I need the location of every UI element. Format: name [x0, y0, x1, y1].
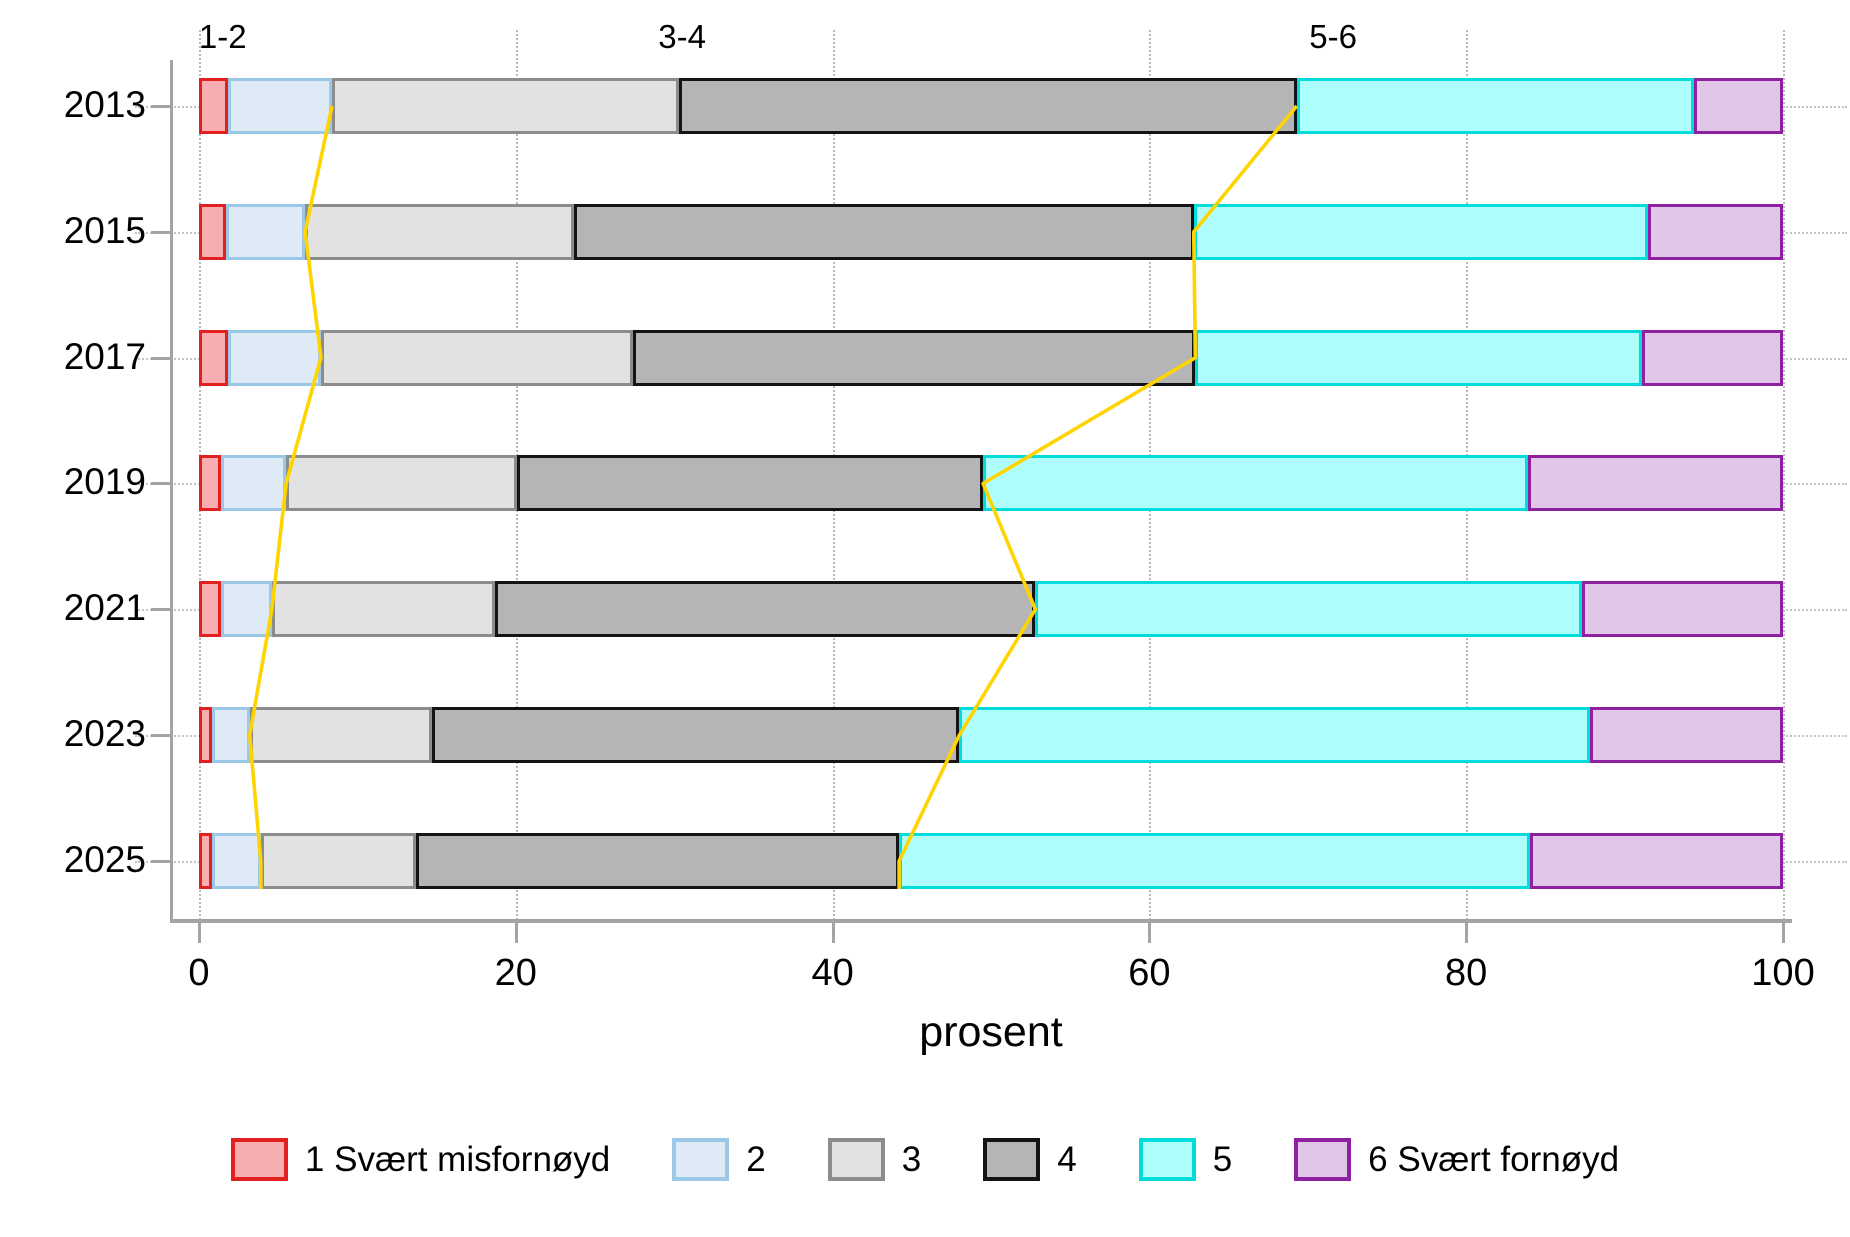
segment-2013-1 — [199, 78, 228, 134]
segment-2015-2 — [225, 203, 306, 260]
x-axis-tick — [514, 923, 518, 943]
segment-2021-6 — [1581, 581, 1783, 638]
y-axis-line — [170, 60, 173, 922]
segment-2025-4 — [416, 832, 900, 889]
legend-swatch-icon — [827, 1138, 885, 1181]
y-axis-tick — [151, 105, 172, 108]
x-axis-tick-label: 20 — [494, 952, 537, 994]
segment-2015-3 — [305, 203, 575, 260]
segment-2023-6 — [1589, 707, 1783, 764]
legend-swatch-icon — [1294, 1138, 1352, 1181]
segment-2023-1 — [199, 707, 212, 764]
segment-2015-4 — [574, 203, 1194, 260]
y-axis-label: 2023 — [63, 713, 146, 755]
segment-2021-4 — [495, 581, 1036, 638]
group-label-3-4: 3-4 — [658, 18, 706, 55]
y-axis-label: 2025 — [63, 839, 146, 881]
segment-2017-6 — [1642, 329, 1783, 386]
legend-label: 5 — [1212, 1139, 1233, 1179]
x-axis-tick-label: 80 — [1445, 952, 1488, 994]
legend-swatch-icon — [1138, 1138, 1196, 1181]
x-axis-tick-label: 40 — [811, 952, 854, 994]
y-axis-tick — [151, 608, 172, 612]
x-axis-tick-label: 0 — [188, 952, 210, 994]
x-axis-tick — [198, 923, 201, 943]
segment-2025-1 — [199, 832, 212, 889]
group-label-1-2: 1-2 — [198, 18, 247, 55]
legend-swatch-icon — [230, 1138, 288, 1181]
group-label-5-6: 5-6 — [1309, 18, 1357, 55]
segment-2025-5 — [899, 832, 1530, 889]
segment-2015-6 — [1648, 203, 1783, 260]
segment-2025-3 — [260, 832, 416, 889]
legend-item: 3 — [827, 1138, 922, 1181]
segment-2013-2 — [227, 78, 333, 134]
segment-2023-5 — [959, 707, 1590, 764]
segment-2013-3 — [332, 78, 679, 134]
segment-2021-2 — [221, 581, 272, 638]
y-axis-label: 2015 — [63, 209, 146, 251]
y-axis-label: 2013 — [63, 84, 146, 126]
x-axis-tick — [1465, 923, 1469, 943]
segment-2017-3 — [320, 329, 633, 386]
segment-2019-3 — [286, 455, 518, 512]
x-axis-tick-label: 100 — [1751, 952, 1815, 994]
legend-item: 2 — [672, 1138, 766, 1181]
segment-2013-4 — [678, 78, 1297, 134]
legend-swatch-icon — [672, 1138, 730, 1181]
legend-item: 4 — [983, 1138, 1077, 1181]
segment-2019-6 — [1527, 455, 1783, 512]
segment-2019-4 — [517, 455, 984, 512]
segment-2025-6 — [1529, 832, 1783, 889]
y-axis-label: 2017 — [63, 335, 146, 377]
legend-label: 1 Svært misfornøyd — [304, 1139, 611, 1179]
segment-2025-2 — [211, 832, 261, 889]
segment-2015-5 — [1193, 203, 1649, 260]
segment-2023-2 — [211, 707, 250, 764]
x-axis-title: prosent — [919, 1008, 1063, 1056]
segment-2013-6 — [1694, 78, 1783, 134]
legend-item: 1 Svært misfornøyd — [230, 1138, 611, 1181]
x-axis-tick — [831, 923, 835, 943]
legend-swatch-icon — [983, 1138, 1041, 1181]
legend-item: 6 Svært fornøyd — [1294, 1138, 1619, 1181]
y-axis-tick — [151, 230, 172, 234]
segment-2019-2 — [221, 455, 287, 512]
gridline-vertical — [1783, 30, 1785, 920]
y-axis-label: 2019 — [63, 461, 146, 503]
segment-2015-1 — [199, 203, 226, 260]
legend: 1 Svært misfornøyd 2 3 4 5 6 Svært fornøyd — [0, 1138, 1850, 1181]
y-axis-tick — [151, 859, 172, 863]
legend-label: 2 — [746, 1139, 766, 1179]
y-axis-label: 2021 — [63, 587, 146, 629]
x-axis-tick — [1782, 923, 1785, 943]
segment-2017-5 — [1195, 329, 1643, 386]
y-axis-tick — [151, 356, 172, 360]
segment-2023-3 — [249, 707, 432, 764]
y-axis-tick — [151, 734, 172, 738]
segment-2019-1 — [199, 455, 222, 512]
segment-2013-5 — [1296, 78, 1695, 134]
segment-2021-3 — [271, 581, 496, 638]
segment-2017-4 — [633, 329, 1196, 386]
segment-2019-5 — [983, 455, 1528, 512]
legend-label: 4 — [1057, 1139, 1077, 1179]
y-axis-tick — [151, 482, 172, 486]
segment-2023-4 — [431, 707, 960, 764]
segment-2017-2 — [227, 329, 321, 386]
segment-2021-1 — [199, 581, 222, 638]
segment-2021-5 — [1035, 581, 1582, 638]
segment-2017-1 — [199, 329, 228, 386]
legend-label: 3 — [901, 1139, 922, 1179]
x-axis-line — [170, 919, 1792, 923]
x-axis-tick-label: 60 — [1128, 952, 1171, 994]
legend-item: 5 — [1138, 1138, 1233, 1181]
x-axis-tick — [1148, 923, 1152, 943]
legend-label: 6 Svært fornøyd — [1368, 1139, 1620, 1179]
